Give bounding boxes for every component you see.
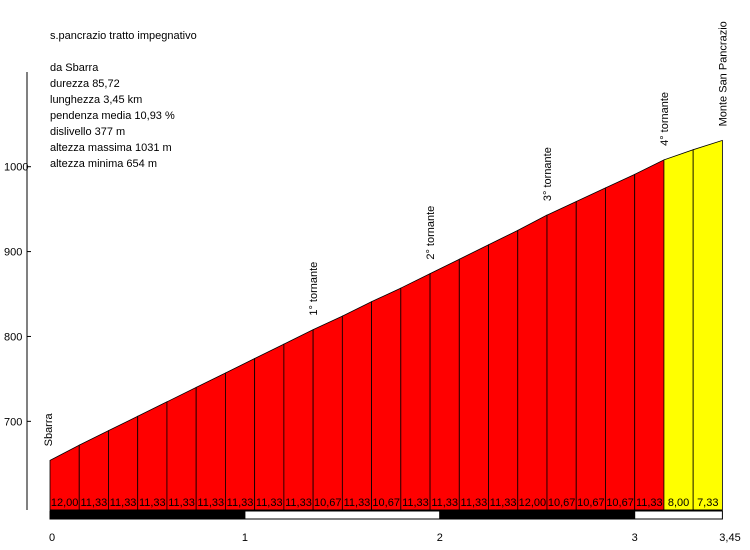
annotation-label: Sbarra [43,412,55,446]
x-tick-label: 3 [632,532,638,544]
info-average-grade: pendenza media 10,93 % [50,110,175,122]
profile-segment [605,173,636,511]
segment-grade-label: 10,67 [314,497,342,509]
x-tick-label: 3,45 [719,532,740,544]
y-tick-label: 900 [4,247,22,259]
annotation-label: 1° tornante [308,262,320,316]
segment-grade-label: 11,33 [80,497,107,509]
y-tick-label: 700 [4,416,22,428]
profile-segment [341,301,372,511]
km-scale-block [634,510,723,520]
segment-grade-label: 11,33 [344,497,371,509]
info-difficulty: durezza 85,72 [50,78,120,90]
profile-segment [663,149,694,511]
annotation-label: Monte San Pancrazio [717,21,729,126]
info-max-altitude: altezza massima 1031 m [50,142,172,154]
segment-grade-label: 11,33 [402,497,429,509]
segment-grade-label: 11,33 [431,497,458,509]
segment-grade-label: 10,67 [606,497,634,509]
profile-segment [254,343,285,511]
x-tick-label: 2 [437,532,443,544]
segment-grade-label: 11,33 [227,497,254,509]
profile-segment [166,386,197,511]
info-panel: s.pancrazio tratto impegnativo da Sbarra… [50,28,197,172]
km-scale-block [439,510,636,520]
y-tick-label: 1000 [4,162,28,174]
segment-grade-label: 10,67 [548,497,576,509]
segment-grade-label: 11,33 [139,497,166,509]
profile-segment [575,187,606,511]
segment-grade-label: 11,33 [110,497,137,509]
profile-segment [225,357,256,511]
segment-grade-label: 11,33 [197,497,224,509]
profile-segment [517,214,548,511]
y-tick-label: 800 [4,331,22,343]
segment-grade-label: 8,00 [668,497,689,509]
profile-segment [400,273,431,511]
annotation-label: 4° tornante [659,92,671,146]
info-elevation-gain: dislivello 377 m [50,126,126,138]
profile-segment [429,258,460,511]
km-scale-block [244,510,441,520]
info-min-altitude: altezza minima 654 m [50,158,157,170]
annotation-label: 3° tornante [542,147,554,201]
profile-segment [488,229,519,511]
segment-grade-label: 11,33 [168,497,195,509]
info-title: s.pancrazio tratto impegnativo [50,30,197,42]
x-tick-label: 1 [242,532,248,544]
profile-segment [692,139,723,511]
segment-grade-label: 12,00 [519,497,547,509]
info-start: da Sbarra [50,62,99,74]
segment-grade-label: 11,33 [461,497,488,509]
profile-segment [371,287,402,511]
segment-grade-label: 11,33 [490,497,517,509]
segment-grade-label: 10,67 [577,497,605,509]
km-scale-block [49,510,246,520]
profile-segment [312,315,343,511]
profile-segment [634,159,665,511]
profile-segment [195,372,226,511]
profile-segment [458,244,489,511]
info-length: lunghezza 3,45 km [50,94,143,106]
profile-segment [137,401,168,511]
profile-segment [546,200,577,511]
profile-segment [283,329,314,511]
segment-grade-label: 11,33 [636,497,663,509]
segment-grade-label: 12,00 [51,497,79,509]
profile-segment [108,415,139,511]
x-tick-label: 0 [49,532,55,544]
segment-grade-label: 10,67 [372,497,400,509]
segment-grade-label: 11,33 [285,497,312,509]
segment-grade-label: 11,33 [256,497,283,509]
annotation-label: 2° tornante [425,206,437,260]
segment-grade-label: 7,33 [697,497,718,509]
